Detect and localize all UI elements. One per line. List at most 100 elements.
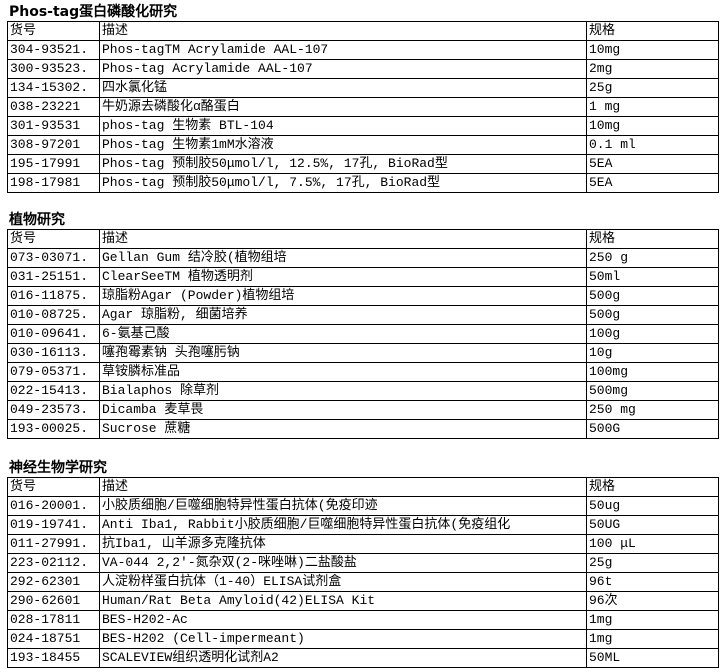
cell-desc: 6-氨基己酸	[99, 324, 587, 344]
cell-code: 292-62301	[7, 572, 100, 592]
cell-spec: 2mg	[586, 59, 719, 79]
cell-spec: 100mg	[586, 362, 719, 382]
table-row: 028-17811 BES-H202-Ac 1mg	[7, 610, 719, 630]
cell-desc: Phos-tag 预制胶50μmol/l, 12.5%, 17孔, BioRad…	[99, 154, 587, 174]
table-row: 079-05371. 草铵膦标准品 100mg	[7, 362, 719, 382]
header-spec: 规格	[586, 229, 719, 249]
cell-desc: 小胶质细胞/巨噬细胞特异性蛋白抗体(免疫印迹	[99, 496, 587, 516]
cell-code: 024-18751	[7, 629, 100, 649]
cell-spec: 50ug	[586, 496, 719, 516]
cell-code: 308-97201	[7, 135, 100, 155]
cell-spec: 250 g	[586, 248, 719, 268]
table-row: 292-62301 人淀粉样蛋白抗体（1-40）ELISA试剂盒 96t	[7, 572, 719, 592]
cell-spec: 250 mg	[586, 400, 719, 420]
cell-spec: 5EA	[586, 154, 719, 174]
table-row: 193-00025. Sucrose 蔗糖 500G	[7, 419, 719, 439]
table-row: 010-08725. Agar 琼脂粉, 细菌培养 500g	[7, 305, 719, 325]
cell-desc: Phos-tag 生物素1mM水溶液	[99, 135, 587, 155]
cell-spec: 25g	[586, 78, 719, 98]
table-row: 073-03071. Gellan Gum 结冷胶(植物组培 250 g	[7, 248, 719, 268]
table-row: 195-17991 Phos-tag 预制胶50μmol/l, 12.5%, 1…	[7, 154, 719, 174]
section-title: 植物研究	[9, 212, 65, 228]
cell-code: 030-16113.	[7, 343, 100, 363]
cell-spec: 100g	[586, 324, 719, 344]
header-desc: 描述	[99, 477, 587, 497]
cell-code: 011-27991.	[7, 534, 100, 554]
cell-code: 022-15413.	[7, 381, 100, 401]
cell-desc: 琼脂粉Agar (Powder)植物组培	[99, 286, 587, 306]
header-spec: 规格	[586, 21, 719, 41]
cell-desc: Agar 琼脂粉, 细菌培养	[99, 305, 587, 325]
cell-code: 049-23573.	[7, 400, 100, 420]
table-header: 货号 描述 规格	[7, 21, 719, 41]
cell-code: 028-17811	[7, 610, 100, 630]
cell-desc: Bialaphos 除草剂	[99, 381, 587, 401]
cell-spec: 500g	[586, 286, 719, 306]
table-row: 038-23221 牛奶源去磷酸化α酪蛋白 1 mg	[7, 97, 719, 117]
cell-spec: 1mg	[586, 610, 719, 630]
cell-desc: 四水氯化锰	[99, 78, 587, 98]
cell-code: 016-20001.	[7, 496, 100, 516]
cell-spec: 1 mg	[586, 97, 719, 117]
product-table: 货号 描述 规格 304-93521. Phos-tagTM Acrylamid…	[7, 21, 719, 193]
section-title: Phos-tag蛋白磷酸化研究	[9, 4, 178, 20]
cell-code: 223-02112.	[7, 553, 100, 573]
cell-spec: 10g	[586, 343, 719, 363]
table-row: 010-09641. 6-氨基己酸 100g	[7, 324, 719, 344]
cell-spec: 50UG	[586, 515, 719, 535]
cell-spec: 96t	[586, 572, 719, 592]
cell-code: 031-25151.	[7, 267, 100, 287]
cell-code: 198-17981	[7, 173, 100, 193]
cell-code: 301-93531	[7, 116, 100, 136]
cell-desc: Phos-tag 预制胶50μmol/l, 7.5%, 17孔, BioRad型	[99, 173, 587, 193]
table-row: 223-02112. VA-044 2,2'-氮杂双(2-咪唑啉)二盐酸盐 25…	[7, 553, 719, 573]
cell-desc: Dicamba 麦草畏	[99, 400, 587, 420]
header-code: 货号	[7, 477, 100, 497]
table-row: 030-16113. 噻孢霉素钠 头孢噻肟钠 10g	[7, 343, 719, 363]
section-phos-tag: Phos-tag蛋白磷酸化研究 货号 描述 规格 304-93521. Phos…	[7, 3, 719, 193]
header-desc: 描述	[99, 229, 587, 249]
cell-desc: 噻孢霉素钠 头孢噻肟钠	[99, 343, 587, 363]
cell-code: 195-17991	[7, 154, 100, 174]
table-row: 031-25151. ClearSeeTM 植物透明剂 50ml	[7, 267, 719, 287]
cell-code: 193-00025.	[7, 419, 100, 439]
section-plant: 植物研究 货号 描述 规格 073-03071. Gellan Gum 结冷胶(…	[7, 211, 719, 439]
cell-desc: Anti Iba1, Rabbit小胶质细胞/巨噬细胞特异性蛋白抗体(免疫组化	[99, 515, 587, 535]
cell-spec: 500G	[586, 419, 719, 439]
section-neuro: 神经生物学研究 货号 描述 规格 016-20001. 小胶质细胞/巨噬细胞特异…	[7, 459, 719, 668]
table-row: 016-11875. 琼脂粉Agar (Powder)植物组培 500g	[7, 286, 719, 306]
table-row: 290-62601 Human/Rat Beta Amyloid(42)ELIS…	[7, 591, 719, 611]
cell-spec: 5EA	[586, 173, 719, 193]
cell-desc: 人淀粉样蛋白抗体（1-40）ELISA试剂盒	[99, 572, 587, 592]
table-header: 货号 描述 规格	[7, 477, 719, 497]
header-desc: 描述	[99, 21, 587, 41]
cell-desc: ClearSeeTM 植物透明剂	[99, 267, 587, 287]
cell-code: 079-05371.	[7, 362, 100, 382]
table-row: 134-15302. 四水氯化锰 25g	[7, 78, 719, 98]
cell-spec: 50ML	[586, 648, 719, 668]
header-spec: 规格	[586, 477, 719, 497]
cell-spec: 25g	[586, 553, 719, 573]
cell-spec: 10mg	[586, 116, 719, 136]
cell-spec: 10mg	[586, 40, 719, 60]
header-code: 货号	[7, 229, 100, 249]
table-row: 193-18455 SCALEVIEW组织透明化试剂A2 50ML	[7, 648, 719, 668]
header-code: 货号	[7, 21, 100, 41]
cell-code: 193-18455	[7, 648, 100, 668]
cell-desc: Human/Rat Beta Amyloid(42)ELISA Kit	[99, 591, 587, 611]
cell-desc: Gellan Gum 结冷胶(植物组培	[99, 248, 587, 268]
table-row: 304-93521. Phos-tagTM Acrylamide AAL-107…	[7, 40, 719, 60]
cell-spec: 0.1 ml	[586, 135, 719, 155]
table-row: 024-18751 BES-H202 (Cell-impermeant) 1mg	[7, 629, 719, 649]
cell-spec: 1mg	[586, 629, 719, 649]
cell-desc: Phos-tagTM Acrylamide AAL-107	[99, 40, 587, 60]
product-table: 货号 描述 规格 073-03071. Gellan Gum 结冷胶(植物组培 …	[7, 229, 719, 439]
table-row: 022-15413. Bialaphos 除草剂 500mg	[7, 381, 719, 401]
cell-desc: phos-tag 生物素 BTL-104	[99, 116, 587, 136]
cell-code: 073-03071.	[7, 248, 100, 268]
cell-code: 134-15302.	[7, 78, 100, 98]
cell-desc: BES-H202 (Cell-impermeant)	[99, 629, 587, 649]
cell-desc: SCALEVIEW组织透明化试剂A2	[99, 648, 587, 668]
cell-desc: 牛奶源去磷酸化α酪蛋白	[99, 97, 587, 117]
cell-spec: 500g	[586, 305, 719, 325]
